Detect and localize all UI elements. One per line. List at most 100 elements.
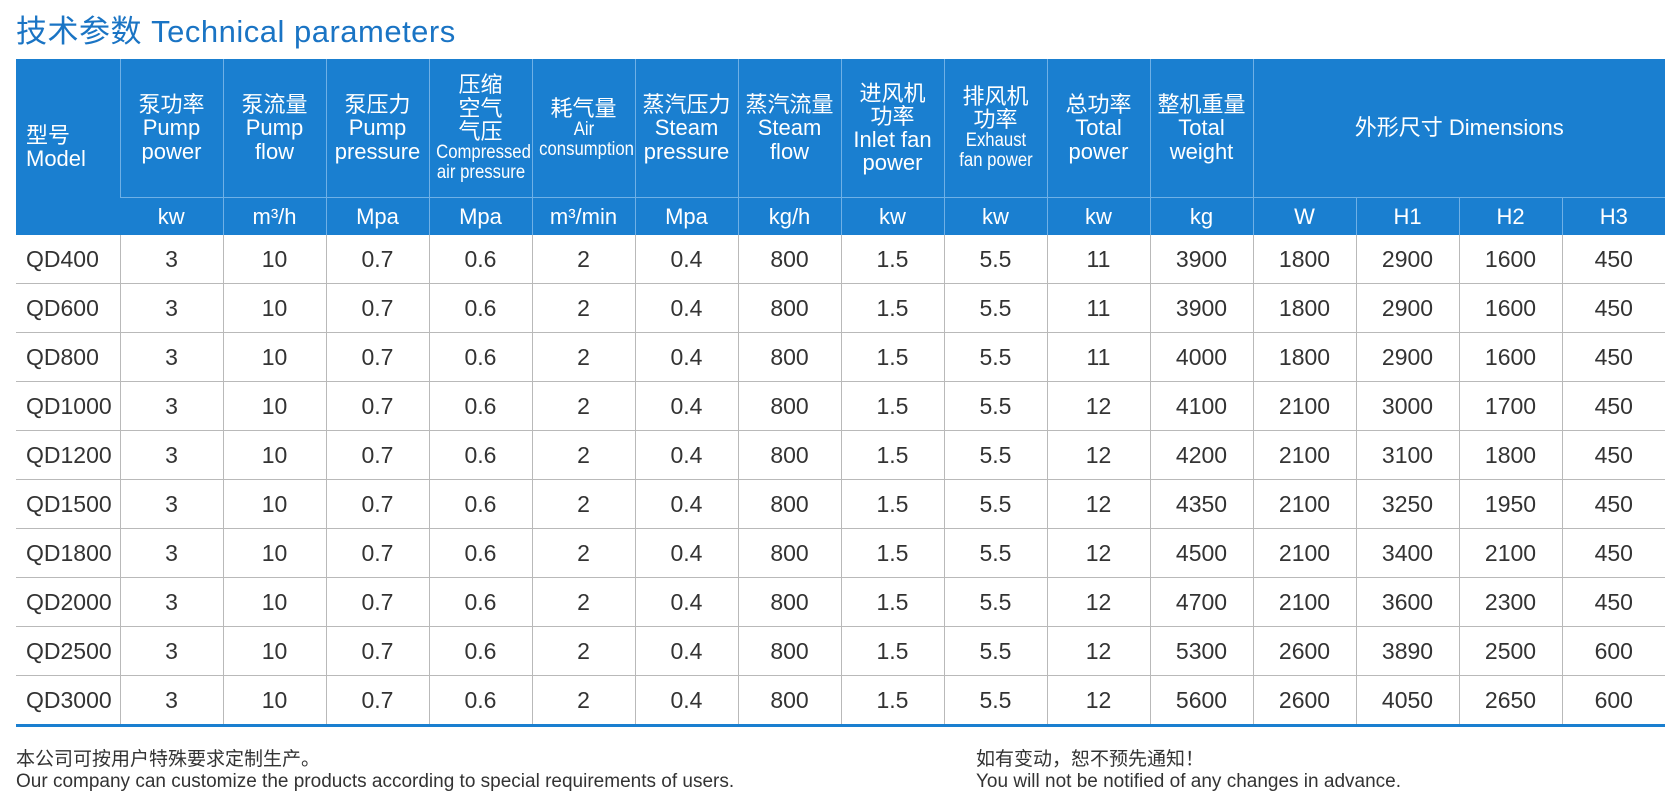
- value-cell: 2100: [1252, 577, 1356, 627]
- value-cell: 5.5: [943, 381, 1047, 431]
- unit-cell: kg/h: [737, 197, 841, 235]
- unit-cell: m³/min: [531, 197, 635, 235]
- column-header-en: Total: [1178, 115, 1225, 141]
- value-cell: 0.4: [634, 283, 738, 333]
- value-cell: 2: [531, 675, 635, 727]
- value-cell: 0.6: [428, 430, 532, 480]
- value-cell: 5.5: [943, 626, 1047, 676]
- value-cell: 10: [222, 332, 326, 382]
- column-header-cn: 蒸汽压力: [642, 92, 731, 118]
- column-header-en: pressure: [334, 138, 421, 164]
- dimension-unit-cell: W: [1252, 197, 1356, 235]
- value-cell: 11: [1046, 235, 1150, 284]
- column-header-8: 进风机 功率 Inlet fan power: [840, 59, 944, 198]
- value-cell: 10: [222, 626, 326, 676]
- value-cell: 0.4: [634, 381, 738, 431]
- technical-parameters-table: 型号 Model 泵功率 Pump power 泵流量 Pump flow 泵压力 Pump p…: [16, 59, 1666, 727]
- value-cell: 2: [531, 381, 635, 431]
- value-cell: 0.7: [325, 381, 429, 431]
- value-cell: 3: [119, 381, 223, 431]
- column-header-7: 蒸汽流量 Steam flow: [737, 59, 841, 198]
- value-cell: 4500: [1149, 528, 1253, 578]
- value-cell: 5.5: [943, 283, 1047, 333]
- value-cell: 800: [737, 479, 841, 529]
- value-cell: 2500: [1458, 626, 1562, 676]
- model-cell: QD2500: [16, 626, 120, 676]
- model-header-en: Model: [26, 146, 86, 171]
- custom-production-note: 本公司可按用户特殊要求定制生产。 Our company can customi…: [16, 749, 734, 793]
- value-cell: 0.4: [634, 626, 738, 676]
- value-cell: 2: [531, 430, 635, 480]
- value-cell: 2900: [1355, 235, 1459, 284]
- table-row: QD1800 3 10 0.7 0.6 2 0.4 800 1.5 5.5 12 4500 2100 34…: [16, 528, 1666, 578]
- value-cell: 5.5: [943, 332, 1047, 382]
- value-cell: 0.7: [325, 479, 429, 529]
- value-cell: 4200: [1149, 430, 1253, 480]
- model-cell: QD1500: [16, 479, 120, 529]
- column-header-en: weight: [1169, 138, 1234, 164]
- column-header-en: power: [1068, 138, 1129, 164]
- column-header-cn: 整机重量: [1157, 92, 1246, 118]
- column-header-cn: 蒸汽流量: [745, 92, 834, 118]
- value-cell: 11: [1046, 332, 1150, 382]
- value-cell: 1.5: [840, 235, 944, 284]
- value-cell: 10: [222, 235, 326, 284]
- value-cell: 450: [1561, 479, 1666, 529]
- column-header-cn: 排风机: [962, 83, 1029, 109]
- value-cell: 2900: [1355, 332, 1459, 382]
- value-cell: 600: [1561, 626, 1666, 676]
- model-cell: QD1000: [16, 381, 120, 431]
- value-cell: 800: [737, 332, 841, 382]
- value-cell: 10: [222, 675, 326, 727]
- value-cell: 5.5: [943, 430, 1047, 480]
- unit-cell: kw: [1046, 197, 1150, 235]
- value-cell: 0.6: [428, 528, 532, 578]
- value-cell: 2600: [1252, 675, 1356, 727]
- value-cell: 10: [222, 577, 326, 627]
- column-header-en: air pressure: [436, 161, 525, 183]
- column-header-en: Compressed: [435, 141, 531, 163]
- value-cell: 0.6: [428, 675, 532, 727]
- value-cell: 5300: [1149, 626, 1253, 676]
- value-cell: 0.6: [428, 626, 532, 676]
- column-header-en: Pump: [245, 115, 304, 141]
- column-header-en: Pump: [142, 115, 201, 141]
- value-cell: 12: [1046, 577, 1150, 627]
- value-cell: 1.5: [840, 283, 944, 333]
- value-cell: 3890: [1355, 626, 1459, 676]
- value-cell: 0.4: [634, 332, 738, 382]
- value-cell: 5600: [1149, 675, 1253, 727]
- value-cell: 0.6: [428, 577, 532, 627]
- unit-cell: kw: [120, 197, 223, 235]
- value-cell: 800: [737, 626, 841, 676]
- value-cell: 3: [119, 626, 223, 676]
- value-cell: 1.5: [840, 675, 944, 727]
- value-cell: 450: [1561, 332, 1666, 382]
- value-cell: 0.4: [634, 528, 738, 578]
- column-header-4: 压缩 空气 气压 Compressed air pressure: [428, 59, 532, 198]
- value-cell: 3: [119, 675, 223, 727]
- table-row: QD3000 3 10 0.7 0.6 2 0.4 800 1.5 5.5 12 5600 2600 40…: [16, 675, 1666, 727]
- note-left-cn: 本公司可按用户特殊要求定制生产。: [16, 749, 321, 770]
- value-cell: 3600: [1355, 577, 1459, 627]
- value-cell: 450: [1561, 430, 1666, 480]
- value-cell: 12: [1046, 479, 1150, 529]
- column-header-en: Inlet fan: [853, 127, 932, 152]
- value-cell: 800: [737, 430, 841, 480]
- unit-cell: kw: [943, 197, 1047, 235]
- value-cell: 10: [222, 430, 326, 480]
- model-header-cn: 型号: [26, 122, 71, 148]
- value-cell: 2300: [1458, 577, 1562, 627]
- value-cell: 3: [119, 235, 223, 284]
- model-cell: QD3000: [16, 675, 120, 727]
- value-cell: 1600: [1458, 283, 1562, 333]
- value-cell: 4000: [1149, 332, 1253, 382]
- value-cell: 800: [737, 235, 841, 284]
- value-cell: 800: [737, 283, 841, 333]
- column-header-en: consumption: [538, 138, 634, 160]
- table-row: QD1200 3 10 0.7 0.6 2 0.4 800 1.5 5.5 12 4200 2100 31…: [16, 430, 1666, 480]
- value-cell: 5.5: [943, 528, 1047, 578]
- value-cell: 4100: [1149, 381, 1253, 431]
- value-cell: 2650: [1458, 675, 1562, 727]
- column-header-cn: 泵功率: [138, 92, 205, 118]
